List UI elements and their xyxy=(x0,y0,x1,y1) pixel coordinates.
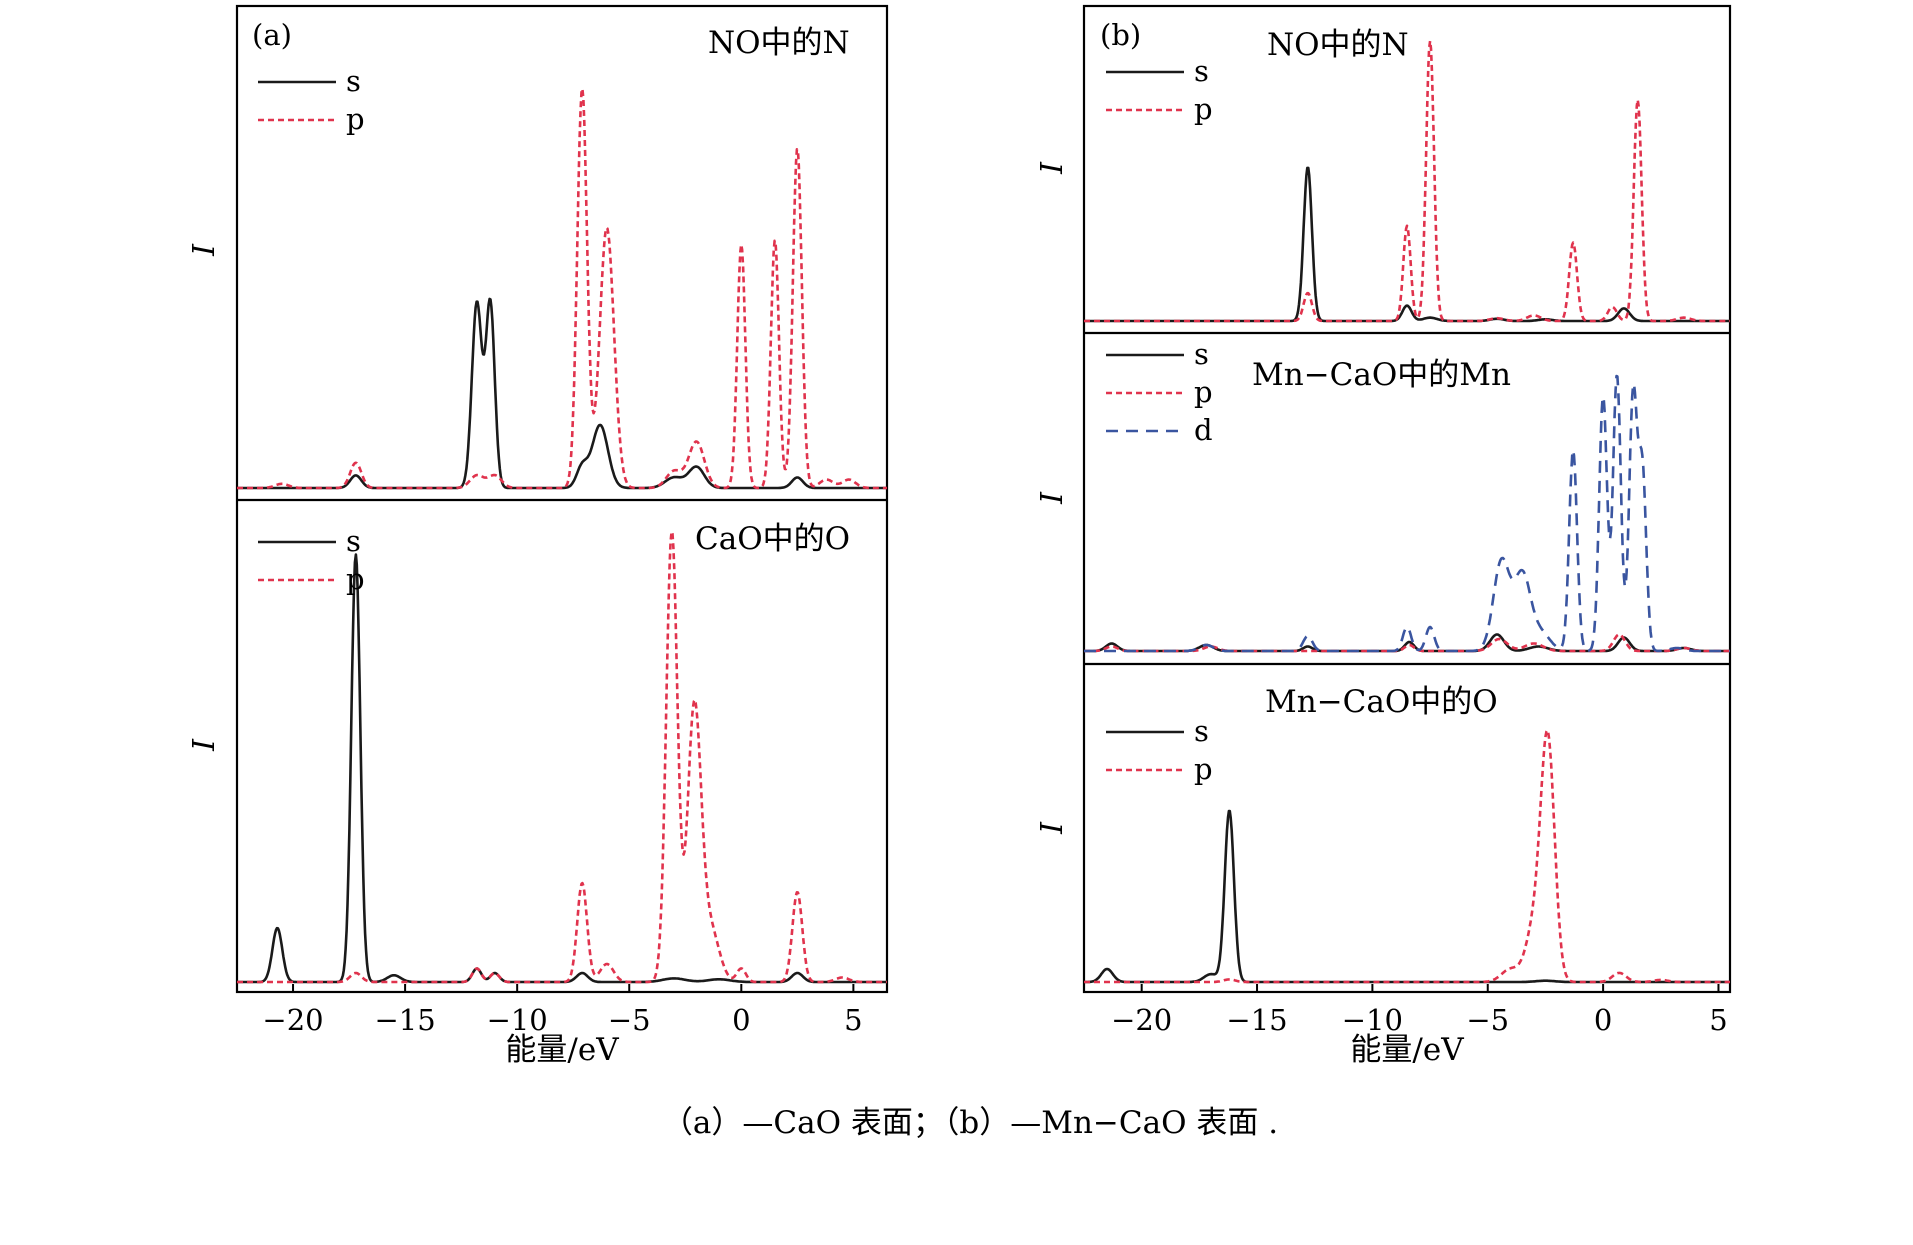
panel-0-legend-label-s: s xyxy=(346,64,361,98)
frame-right xyxy=(1082,4,1732,994)
panel-3-series-s-line xyxy=(1083,633,1731,653)
panel-4-legend-label-p: p xyxy=(1194,752,1213,786)
panel-4-xtick-label: −10 xyxy=(1342,1003,1403,1037)
panel-2-series-p-line xyxy=(1083,39,1731,323)
panel-1-xtick-label: −10 xyxy=(487,1003,548,1037)
panel-1-legend-label-p: p xyxy=(346,562,365,596)
panel-3-title: Mn−CaO中的Mn xyxy=(1252,357,1511,393)
panel-4-xtick-label: 0 xyxy=(1594,1003,1612,1037)
panel-4-xtick-label: −20 xyxy=(1111,1003,1172,1037)
panel-4-xtick-label: −5 xyxy=(1466,1003,1509,1037)
panel-4-legend-label-s: s xyxy=(1194,714,1209,748)
panel-1-series-s-line xyxy=(236,553,888,984)
panel-2-title: NO中的N xyxy=(1267,27,1409,63)
panel-2-series-s-line xyxy=(1083,166,1731,323)
panel-2-legend-label-s: s xyxy=(1194,54,1209,88)
panel-4-xtick-label: 5 xyxy=(1709,1003,1727,1037)
figure-caption: （a）—CaO 表面；（b）—Mn−CaO 表面 . xyxy=(662,1105,1278,1141)
panel-4-series-s-line xyxy=(1083,809,1731,984)
panel-3-ylabel: I xyxy=(1035,491,1070,505)
panel-3-legend-label-d: d xyxy=(1194,413,1213,447)
panel-3-series-p-line xyxy=(1083,633,1731,653)
panel-3-series-d-line xyxy=(1083,374,1731,653)
panel-4-ylabel: I xyxy=(1035,821,1070,835)
panel-0-ylabel: I xyxy=(187,243,222,257)
x-axis-label-right: 能量/eV xyxy=(1350,1032,1464,1068)
panel-2-ylabel: I xyxy=(1035,161,1070,175)
panel-1-xtick-label: 5 xyxy=(844,1003,862,1037)
panel-1-xtick-label: −15 xyxy=(375,1003,436,1037)
panel-4-title: Mn−CaO中的O xyxy=(1265,684,1498,720)
panel-1-xtick-label: 0 xyxy=(732,1003,750,1037)
panel-3-legend-label-p: p xyxy=(1194,375,1213,409)
panel-1-title: CaO中的O xyxy=(695,521,850,557)
panel-1-xtick-label: −5 xyxy=(608,1003,651,1037)
panel-4-xtick-label: −15 xyxy=(1226,1003,1287,1037)
panel-1-legend-label-s: s xyxy=(346,524,361,558)
panel-1-xtick-label: −20 xyxy=(262,1003,323,1037)
panel-0-legend-label-p: p xyxy=(346,102,365,136)
panel-2-legend-label-p: p xyxy=(1194,92,1213,126)
panel-0-title: NO中的N xyxy=(708,25,850,61)
panel-3-legend-label-s: s xyxy=(1194,337,1209,371)
panel-1-series-p-line xyxy=(236,530,888,984)
panel-a-label: (a) xyxy=(252,18,292,52)
panel-0-series-p-line xyxy=(236,87,888,490)
panel-1-ylabel: I xyxy=(187,738,222,752)
panel-4-series-p-line xyxy=(1083,728,1731,984)
x-axis-label-left: 能量/eV xyxy=(505,1032,619,1068)
panel-b-label: (b) xyxy=(1100,18,1141,52)
